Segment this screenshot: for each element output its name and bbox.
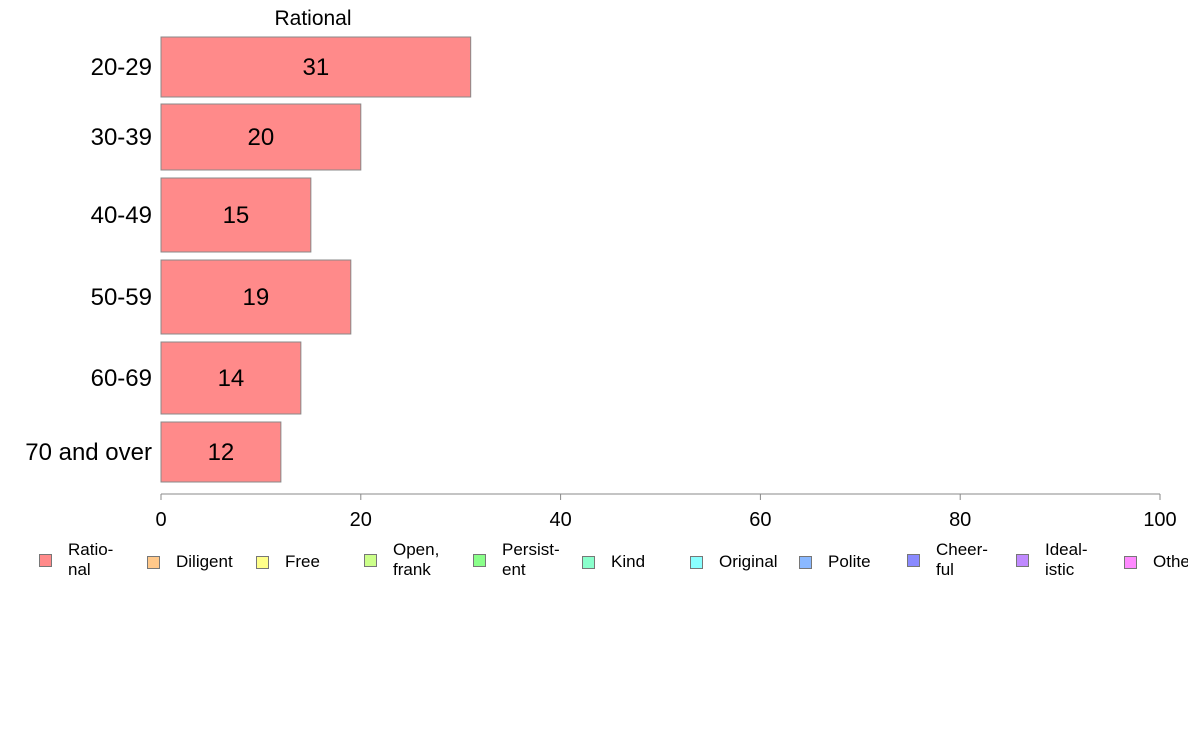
data-label: 19 <box>243 284 270 311</box>
legend-label: Persist- ent <box>502 540 560 579</box>
legend: Ratio- nal Diligent Free Open, frank Persist… <box>0 540 1188 590</box>
legend-swatch <box>799 555 812 569</box>
legend-item: Free <box>256 552 320 572</box>
x-tick-label: 100 <box>1143 509 1176 531</box>
legend-item: Cheer- ful <box>907 540 988 580</box>
legend-swatch <box>473 553 486 567</box>
category-label: 30-39 <box>91 124 152 151</box>
bar-40-49 <box>160 177 312 253</box>
data-label: 20 <box>248 124 275 151</box>
legend-swatch <box>582 555 595 569</box>
legend-swatch <box>39 553 52 567</box>
legend-swatch <box>1124 555 1137 569</box>
category-label: 50-59 <box>91 284 152 311</box>
x-tick-label: 40 <box>549 509 571 531</box>
legend-swatch <box>907 553 920 567</box>
category-label: 60-69 <box>91 365 152 392</box>
category-label: 20-29 <box>91 54 152 81</box>
bar-chart: Rational 20-29 31 30-39 20 40-49 15 50-59 19 60-… <box>25 7 1177 531</box>
legend-swatch <box>147 555 160 569</box>
x-tick-label: 80 <box>949 509 971 531</box>
legend-item: Persist- ent <box>473 540 560 580</box>
legend-item: Ratio- nal <box>39 540 113 580</box>
legend-item: Diligent <box>147 552 233 572</box>
bar-30-39 <box>160 103 362 171</box>
legend-label: Free <box>285 552 320 571</box>
legend-label: Ideal- istic <box>1045 540 1088 579</box>
legend-swatch <box>1016 553 1029 567</box>
x-axis: 0 20 40 60 80 100 <box>155 493 1177 531</box>
legend-label: Kind <box>611 552 646 571</box>
legend-label: Original <box>719 552 778 571</box>
legend-label: Other <box>1153 552 1188 571</box>
legend-item: Polite <box>799 552 871 572</box>
data-label: 31 <box>302 54 329 81</box>
legend-label: Diligent <box>176 552 233 571</box>
legend-swatch <box>256 555 269 569</box>
x-tick-label: 60 <box>749 509 771 531</box>
chart-title: Rational <box>274 7 351 30</box>
bar-60-69 <box>160 341 302 415</box>
bars-layer: 20-29 31 30-39 20 40-49 15 50-59 19 60-69 14 70 an… <box>25 36 472 483</box>
x-tick-label: 0 <box>155 509 166 531</box>
legend-swatch <box>690 555 703 569</box>
category-label: 70 and over <box>25 439 152 466</box>
legend-label: Polite <box>828 552 871 571</box>
legend-item: Ideal- istic <box>1016 540 1088 580</box>
category-label: 40-49 <box>91 202 152 229</box>
legend-item: Kind <box>582 552 645 572</box>
legend-item: Open, frank <box>364 540 439 580</box>
data-label: 15 <box>223 202 250 229</box>
legend-label: Open, frank <box>393 540 440 579</box>
legend-label: Ratio- nal <box>68 540 114 579</box>
x-tick-label: 20 <box>350 509 372 531</box>
bar-70-and-over <box>160 421 282 483</box>
bar-50-59 <box>160 259 352 335</box>
legend-item: Original <box>690 552 778 572</box>
legend-swatch <box>364 553 377 567</box>
data-label: 14 <box>218 365 245 392</box>
bar-20-29 <box>160 36 472 98</box>
legend-item: Other <box>1124 552 1188 572</box>
data-label: 12 <box>208 439 235 466</box>
legend-label: Cheer- ful <box>936 540 988 579</box>
